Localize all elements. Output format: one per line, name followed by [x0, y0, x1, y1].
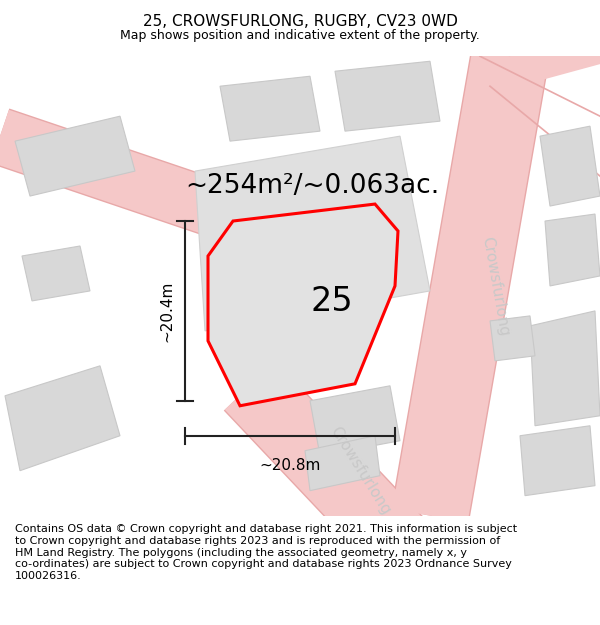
Text: Crowsfurlong: Crowsfurlong [327, 424, 393, 518]
Polygon shape [195, 136, 430, 331]
Text: 25: 25 [310, 284, 353, 318]
Text: Crowsfurlong: Crowsfurlong [479, 235, 511, 337]
Polygon shape [220, 76, 320, 141]
Text: ~20.4m: ~20.4m [160, 280, 175, 342]
Polygon shape [22, 246, 90, 301]
Polygon shape [335, 61, 440, 131]
Text: Map shows position and indicative extent of the property.: Map shows position and indicative extent… [120, 29, 480, 42]
Polygon shape [530, 311, 600, 426]
Text: 25, CROWSFURLONG, RUGBY, CV23 0WD: 25, CROWSFURLONG, RUGBY, CV23 0WD [143, 14, 457, 29]
Polygon shape [15, 116, 135, 196]
Polygon shape [208, 204, 398, 406]
Text: ~20.8m: ~20.8m [259, 458, 320, 472]
Polygon shape [540, 126, 600, 206]
Text: ~254m²/~0.063ac.: ~254m²/~0.063ac. [185, 173, 439, 199]
Polygon shape [490, 316, 535, 361]
Polygon shape [305, 436, 380, 491]
Polygon shape [520, 426, 595, 496]
Text: Contains OS data © Crown copyright and database right 2021. This information is : Contains OS data © Crown copyright and d… [15, 524, 517, 581]
Polygon shape [545, 214, 600, 286]
Polygon shape [310, 386, 400, 456]
Polygon shape [5, 366, 120, 471]
